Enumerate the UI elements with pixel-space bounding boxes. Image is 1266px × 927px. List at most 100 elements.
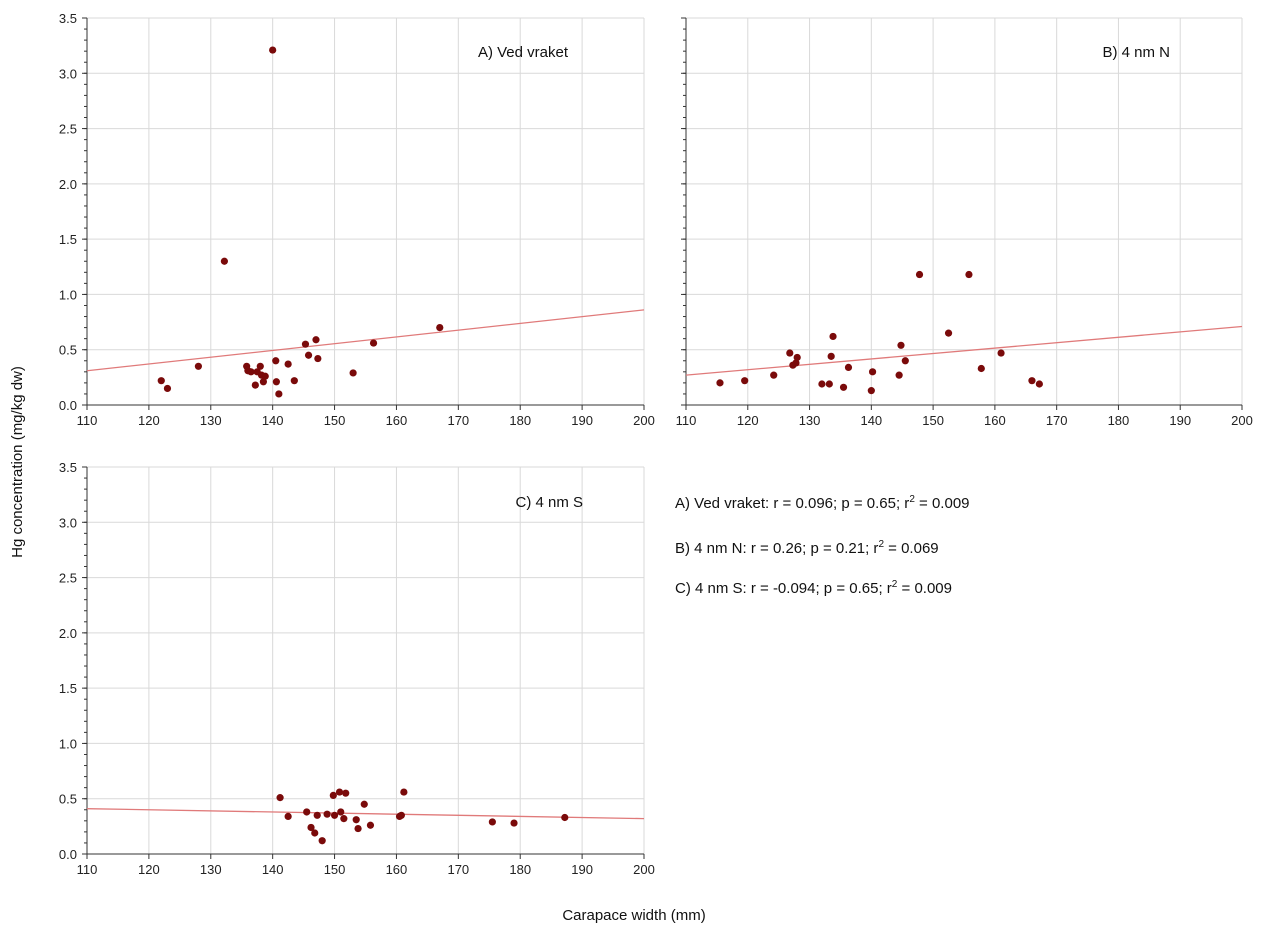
stats-c-value: = 0.009 bbox=[897, 580, 952, 597]
y-tick-label: 2.5 bbox=[59, 122, 77, 137]
data-point bbox=[349, 369, 357, 377]
x-tick-label: 160 bbox=[386, 413, 408, 428]
data-point bbox=[312, 336, 320, 344]
data-point bbox=[770, 371, 778, 379]
data-point bbox=[354, 824, 362, 833]
data-point bbox=[194, 362, 202, 370]
data-point bbox=[792, 359, 800, 367]
panel-title: C) 4 nm S bbox=[515, 494, 583, 511]
x-tick-label: 200 bbox=[1231, 413, 1253, 428]
x-tick-label: 190 bbox=[571, 862, 593, 877]
data-point bbox=[313, 811, 321, 819]
data-point bbox=[290, 377, 298, 385]
x-tick-label: 170 bbox=[1046, 413, 1068, 428]
x-tick-label: 130 bbox=[799, 413, 821, 428]
data-point bbox=[818, 380, 826, 388]
data-point bbox=[259, 378, 267, 386]
chart-panel-a: 110 120 130 140 150 160 170 180 190 200 0.0 0.5 1.0 1… bbox=[59, 11, 655, 428]
data-point bbox=[220, 257, 228, 265]
x-axis-title: Carapace width (mm) bbox=[562, 907, 705, 924]
data-point bbox=[256, 362, 264, 370]
x-tick-label: 110 bbox=[676, 413, 697, 428]
data-point bbox=[323, 810, 331, 818]
data-point bbox=[510, 819, 518, 827]
data-point bbox=[269, 46, 277, 54]
data-point bbox=[895, 371, 903, 379]
y-tick-label: 0.0 bbox=[59, 398, 77, 413]
data-point bbox=[829, 332, 837, 341]
x-tick-label: 160 bbox=[984, 413, 1006, 428]
data-point bbox=[261, 372, 269, 380]
data-point bbox=[397, 811, 405, 819]
chart-panel-c: 110 120 130 140 150 160 170 180 190 200 0.0 0.5 1.0 1… bbox=[59, 460, 655, 877]
data-point bbox=[284, 812, 292, 821]
data-point bbox=[839, 383, 848, 391]
stats-c-text: C) 4 nm S: r = -0.094; p = 0.65; r bbox=[675, 580, 892, 597]
trend-line bbox=[685, 325, 1243, 376]
stats-a-sup: 2 bbox=[909, 494, 915, 505]
data-point bbox=[307, 823, 315, 832]
data-point bbox=[901, 357, 909, 365]
data-point bbox=[915, 270, 924, 279]
y-tick-label: 0.0 bbox=[59, 847, 77, 862]
x-tick-label: 190 bbox=[571, 413, 593, 428]
stats-b-value: = 0.069 bbox=[884, 540, 939, 557]
trend-line bbox=[86, 309, 645, 372]
data-point bbox=[997, 349, 1005, 357]
data-point bbox=[251, 381, 259, 389]
data-point bbox=[827, 352, 835, 360]
x-tick-label: 120 bbox=[737, 413, 759, 428]
data-point bbox=[716, 379, 724, 387]
x-tick-label: 200 bbox=[633, 862, 655, 877]
data-point bbox=[272, 357, 280, 365]
data-point bbox=[436, 324, 444, 332]
stats-line-a: A) Ved vraket: r = 0.096; p = 0.65; r2 =… bbox=[675, 494, 970, 512]
data-point bbox=[977, 364, 985, 373]
y-tick-label: 2.0 bbox=[59, 626, 77, 641]
stats-a-value: = 0.009 bbox=[914, 495, 970, 512]
x-tick-label: 120 bbox=[138, 413, 160, 428]
data-point bbox=[1035, 380, 1043, 388]
x-tick-label: 130 bbox=[200, 413, 222, 428]
data-point bbox=[272, 378, 280, 386]
data-point bbox=[304, 351, 313, 359]
y-tick-label: 3.0 bbox=[59, 515, 77, 530]
data-point bbox=[369, 339, 378, 347]
stats-b-text: B) 4 nm N: r = 0.26; p = 0.21; r bbox=[675, 540, 879, 557]
x-tick-label: 160 bbox=[386, 862, 408, 877]
data-point bbox=[329, 791, 337, 799]
stats-line-c: C) 4 nm S: r = -0.094; p = 0.65; r2 = 0.… bbox=[675, 579, 952, 597]
x-tick-label: 110 bbox=[77, 413, 98, 428]
data-point bbox=[360, 800, 368, 808]
data-point bbox=[400, 788, 408, 796]
data-point bbox=[868, 368, 877, 376]
data-point bbox=[318, 837, 326, 845]
trend-line bbox=[86, 808, 645, 820]
x-tick-label: 110 bbox=[77, 862, 98, 877]
data-point bbox=[561, 813, 569, 822]
data-point bbox=[793, 353, 801, 362]
stats-line-b: B) 4 nm N: r = 0.26; p = 0.21; r2 = 0.06… bbox=[675, 539, 939, 557]
data-point bbox=[303, 808, 311, 816]
data-point bbox=[330, 811, 339, 819]
x-tick-label: 130 bbox=[200, 862, 222, 877]
data-point bbox=[488, 818, 496, 826]
x-tick-label: 180 bbox=[509, 862, 531, 877]
panel-title: A) Ved vraket bbox=[478, 44, 569, 61]
y-tick-label: 2.5 bbox=[59, 571, 77, 586]
data-point bbox=[1028, 377, 1036, 385]
data-point bbox=[844, 363, 853, 372]
x-tick-label: 170 bbox=[447, 862, 469, 877]
y-tick-label: 1.0 bbox=[59, 287, 77, 302]
chart-panel-b: 110 120 130 140 150 160 170 180 190 200 B) 4 nm N bbox=[676, 17, 1253, 428]
data-point bbox=[157, 377, 165, 385]
data-point bbox=[366, 821, 375, 829]
y-tick-label: 3.5 bbox=[59, 460, 77, 475]
y-tick-label: 3.0 bbox=[59, 66, 77, 81]
data-point bbox=[352, 816, 360, 824]
data-point bbox=[314, 354, 322, 363]
data-point bbox=[340, 815, 348, 823]
y-tick-label: 1.5 bbox=[59, 232, 77, 247]
data-point bbox=[965, 270, 973, 279]
